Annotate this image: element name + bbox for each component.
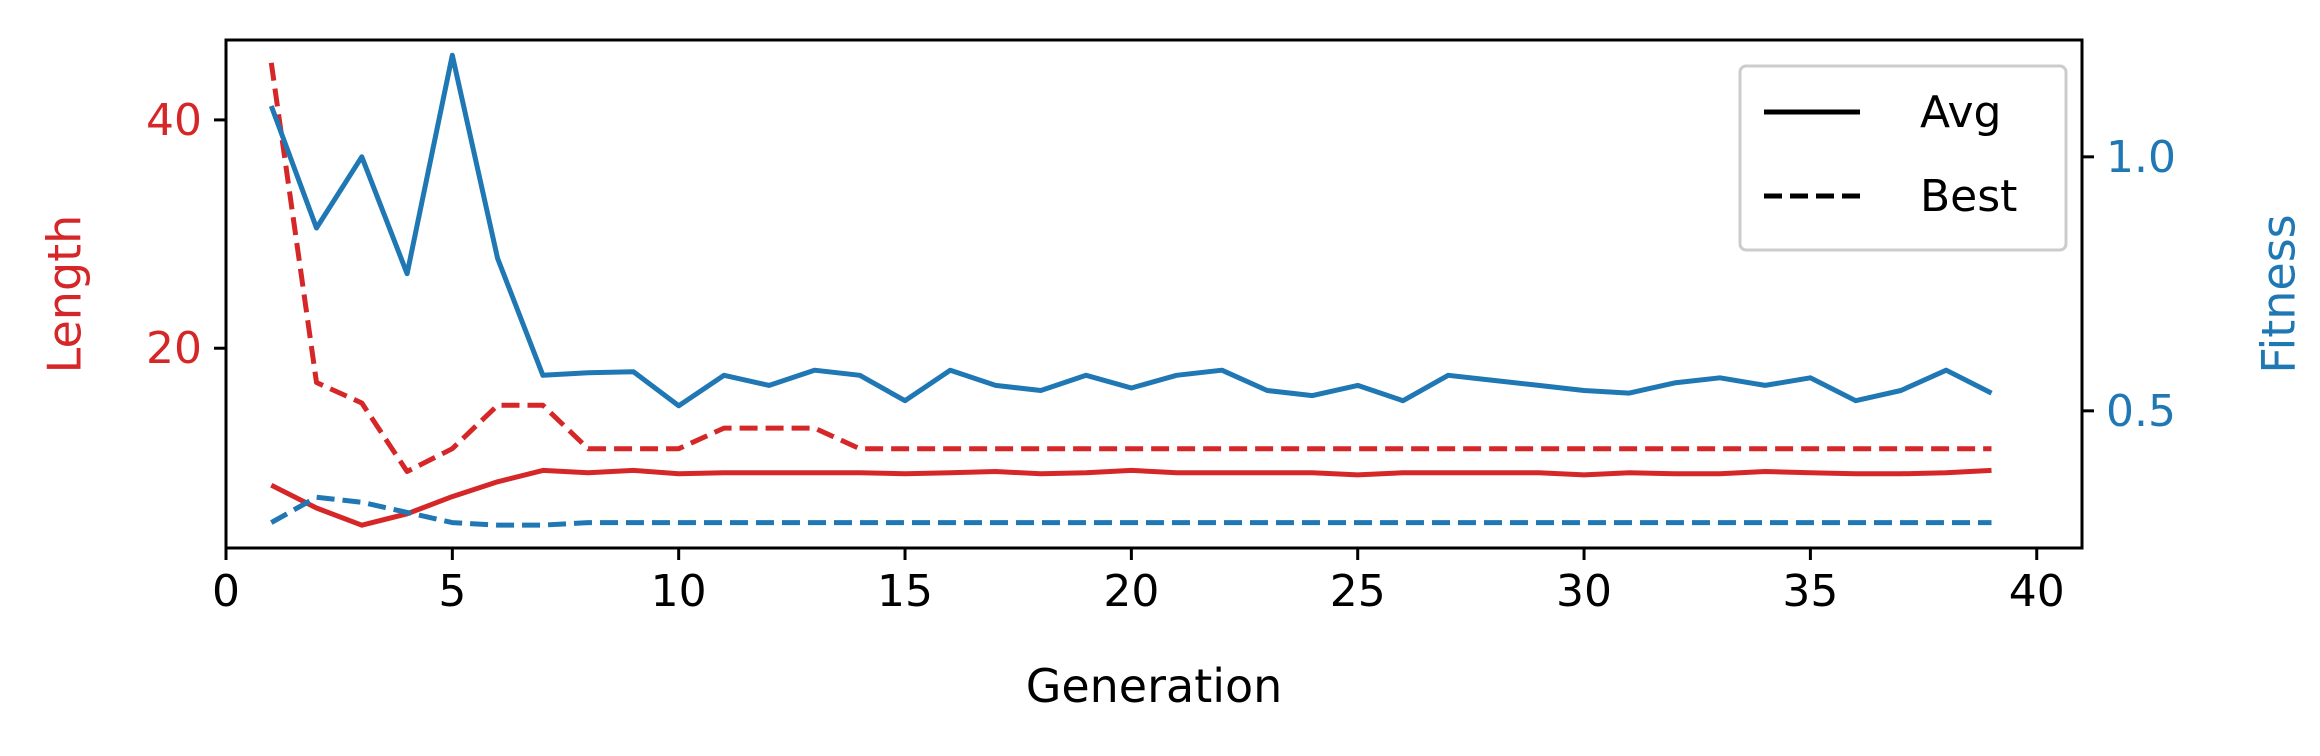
- series-line-length-avg: [270, 467, 1992, 528]
- axes-frame: [224, 38, 2084, 550]
- y-axis-right-label: Fitness: [2252, 214, 2306, 373]
- legend-label-avg: Avg: [1920, 87, 2002, 138]
- series-line-fitness-avg: [268, 52, 1993, 409]
- y-axis-fitness: 0.5 1.0: [2082, 132, 2176, 437]
- y-right-tick-label: 1.0: [2106, 132, 2176, 183]
- x-tick-label: 10: [651, 566, 707, 617]
- x-axis: 0 5 10 15 20 25 30 35 40: [212, 548, 2065, 617]
- y-left-tick-label: 20: [146, 323, 202, 374]
- x-tick-label: 20: [1103, 566, 1159, 617]
- legend-label-best: Best: [1920, 171, 2017, 222]
- y-right-tick-label: 0.5: [2106, 386, 2176, 437]
- x-tick-label: 0: [212, 566, 240, 617]
- y-left-tick-label: 40: [146, 95, 202, 146]
- plot-area: [268, 52, 1993, 528]
- legend-box: [1738, 64, 2068, 252]
- x-tick-label: 25: [1330, 566, 1386, 617]
- y-axis-left-label: Length: [38, 215, 92, 374]
- x-tick-label: 30: [1556, 566, 1612, 617]
- x-tick-label: 5: [438, 566, 466, 617]
- x-axis-label: Generation: [1026, 659, 1283, 713]
- legend: Avg Best: [1738, 64, 2068, 252]
- series-line-length-best: [268, 62, 1992, 474]
- series-line-fitness-best: [270, 494, 1992, 528]
- x-tick-label: 15: [877, 566, 933, 617]
- x-tick-label: 35: [1782, 566, 1838, 617]
- x-tick-label: 40: [2009, 566, 2065, 617]
